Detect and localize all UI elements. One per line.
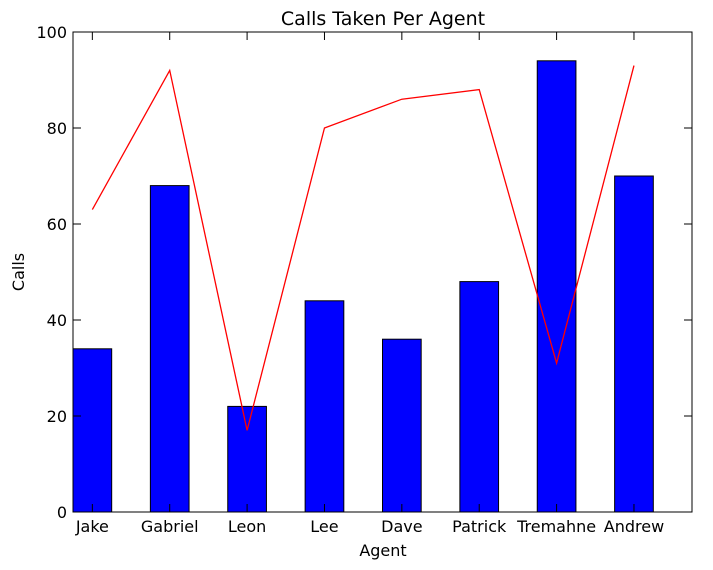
bar-patrick bbox=[459, 281, 500, 513]
y-axis-ticks: 0 20 40 60 80 100 bbox=[36, 23, 692, 522]
bar-leon bbox=[227, 405, 267, 513]
y-tick-label: 60 bbox=[47, 215, 67, 234]
y-tick-label: 100 bbox=[36, 23, 67, 42]
bar-lee bbox=[304, 300, 345, 513]
y-tick-label: 40 bbox=[47, 311, 67, 330]
x-tick-label-patrick: Patrick bbox=[452, 517, 507, 536]
line-series-path bbox=[91, 65, 635, 431]
x-tick-label-dave: Dave bbox=[381, 517, 422, 536]
x-tick-label-gabriel: Gabriel bbox=[141, 517, 199, 536]
line-series bbox=[91, 65, 635, 431]
x-axis-ticks: Jake Gabriel Leon Lee Dave Patrick Tremahne And… bbox=[75, 32, 664, 536]
x-tick-label-jake: Jake bbox=[75, 517, 109, 536]
axes bbox=[72, 31, 693, 513]
bar-tremahne bbox=[536, 60, 577, 513]
x-tick-label-andrew: Andrew bbox=[604, 517, 664, 536]
x-tick-label-lee: Lee bbox=[310, 517, 338, 536]
bar-gabriel bbox=[149, 185, 190, 513]
bar-andrew bbox=[614, 175, 654, 513]
y-tick-label: 0 bbox=[57, 503, 67, 522]
y-tick-label: 20 bbox=[47, 407, 67, 426]
plot-frame bbox=[72, 31, 693, 513]
y-axis-label: Calls bbox=[9, 253, 28, 291]
x-tick-label-leon: Leon bbox=[228, 517, 266, 536]
chart-title: Calls Taken Per Agent bbox=[281, 8, 485, 30]
bar-series bbox=[72, 60, 654, 513]
bar-dave bbox=[382, 338, 422, 513]
y-tick-label: 80 bbox=[47, 119, 67, 138]
x-tick-label-tremahne: Tremahne bbox=[516, 517, 596, 536]
bar-jake bbox=[72, 348, 113, 513]
x-axis-label: Agent bbox=[359, 541, 406, 560]
